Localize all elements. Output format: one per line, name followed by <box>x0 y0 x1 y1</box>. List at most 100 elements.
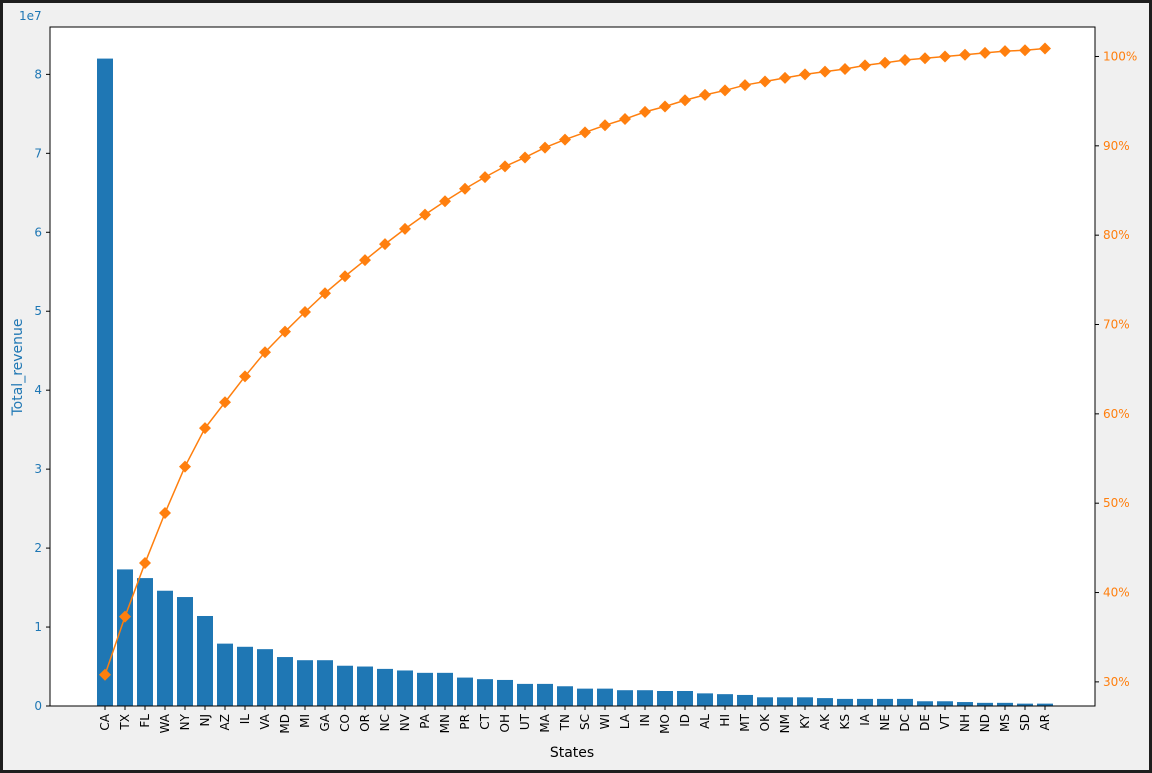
bar-oh <box>497 679 513 706</box>
x-tick-label-wi: WI <box>598 714 612 729</box>
x-tick-label-mi: MI <box>298 714 312 728</box>
bar-nv <box>397 670 413 706</box>
x-tick-label-tx: TX <box>118 714 132 731</box>
bar-tn <box>557 686 573 706</box>
x-tick-label-sd: SD <box>1018 714 1032 731</box>
line-marker-va <box>259 346 271 359</box>
line-marker-fl <box>139 557 151 570</box>
x-tick-label-nc: NC <box>378 714 392 731</box>
line-marker-co <box>339 270 351 283</box>
line-marker-md <box>279 325 291 338</box>
line-marker-mo <box>659 100 671 113</box>
x-tick-label-ny: NY <box>178 713 192 730</box>
bar-al <box>697 693 713 706</box>
y-tick-label: 1 <box>34 620 42 634</box>
line-marker-ar <box>1039 42 1051 55</box>
bar-ut <box>517 683 533 706</box>
bar-nh <box>957 702 973 706</box>
x-tick-label-ct: CT <box>478 713 492 729</box>
y2-tick-label: 80% <box>1103 228 1130 242</box>
y2-tick-label: 100% <box>1103 49 1137 63</box>
bar-ms <box>997 702 1013 706</box>
y2-tick-label: 30% <box>1103 675 1130 689</box>
bar-pa <box>417 672 433 706</box>
x-tick-label-ne: NE <box>878 714 892 731</box>
bar-sc <box>577 688 593 706</box>
bar-ne <box>877 698 893 706</box>
x-tick-label-il: IL <box>238 714 252 725</box>
x-tick-label-dc: DC <box>898 714 912 732</box>
x-tick-label-mt: MT <box>738 713 752 731</box>
figure-frame: 0 1 2 3 4 5 6 7 8 30% 40% 50% 60% 70% 80% 90% 100% CA TX… <box>3 3 1149 770</box>
bar-sd <box>1017 703 1033 706</box>
line-marker-wi <box>599 119 611 132</box>
bar-dc <box>897 698 913 706</box>
line-marker-mi <box>299 306 311 319</box>
y-tick-label: 0 <box>34 699 42 713</box>
x-tick-label-ky: KY <box>798 713 812 728</box>
y2-tick-label: 50% <box>1103 496 1130 510</box>
line-marker-hi <box>719 84 731 97</box>
bar-series <box>97 58 1053 706</box>
bar-vt <box>937 701 953 706</box>
bar-or <box>357 666 373 706</box>
line-marker-de <box>919 52 931 65</box>
line-marker-id <box>679 94 691 107</box>
bar-wi <box>597 688 613 706</box>
cumulative-line-series <box>99 42 1051 681</box>
line-marker-mn <box>439 195 451 208</box>
bar-la <box>617 690 633 706</box>
bar-co <box>337 665 353 706</box>
x-tick-label-ga: GA <box>318 713 332 731</box>
y-axis-label: Total_revenue <box>10 318 26 416</box>
x-tick-label-ia: IA <box>858 713 872 726</box>
bar-ny <box>177 597 193 706</box>
line-marker-az <box>219 396 231 409</box>
line-marker-nj <box>199 422 211 435</box>
x-tick-label-ut: UT <box>518 713 532 730</box>
right-y-axis-ticks: 30% 40% 50% 60% 70% 80% 90% 100% <box>1095 49 1137 689</box>
y-tick-label: 6 <box>34 225 42 239</box>
line-marker-tn <box>559 133 571 146</box>
bar-il <box>237 646 253 706</box>
line-marker-wa <box>159 507 171 520</box>
pareto-chart: 0 1 2 3 4 5 6 7 8 30% 40% 50% 60% 70% 80% 90% 100% CA TX… <box>10 9 1137 761</box>
line-marker-nm <box>779 71 791 84</box>
y-tick-label: 5 <box>34 304 42 318</box>
line-marker-ca <box>99 668 111 681</box>
x-tick-label-or: OR <box>358 714 372 732</box>
bar-mn <box>437 672 453 706</box>
bar-mt <box>737 694 753 706</box>
line-marker-ak <box>819 65 831 78</box>
bar-pr <box>457 677 473 706</box>
x-tick-label-va: VA <box>258 713 272 729</box>
line-marker-ga <box>319 287 331 300</box>
bar-nc <box>377 668 393 706</box>
bar-fl <box>137 578 153 706</box>
x-tick-label-ks: KS <box>838 714 852 730</box>
y-offset-label: 1e7 <box>19 9 42 23</box>
line-marker-ok <box>759 75 771 88</box>
x-tick-label-vt: VT <box>938 713 952 729</box>
y2-tick-label: 60% <box>1103 407 1130 421</box>
line-marker-ut <box>519 151 531 164</box>
bar-md <box>277 657 293 706</box>
x-tick-label-pa: PA <box>418 713 432 728</box>
y2-tick-label: 90% <box>1103 139 1130 153</box>
bar-mi <box>297 660 313 706</box>
line-marker-oh <box>499 160 511 173</box>
y-tick-label: 2 <box>34 541 42 555</box>
plot-area <box>50 27 1095 706</box>
line-marker-nv <box>399 222 411 235</box>
x-tick-label-mo: MO <box>658 714 672 734</box>
line-marker-vt <box>939 50 951 63</box>
line-marker-mt <box>739 79 751 92</box>
x-axis-ticks: CA TX FL WA NY NJ AZ IL VA MD MI GA CO OR NC NV PA MN PR CT… <box>98 706 1052 734</box>
bar-nd <box>977 702 993 706</box>
bar-hi <box>717 694 733 706</box>
x-tick-label-in: IN <box>638 714 652 727</box>
bar-id <box>677 690 693 706</box>
x-tick-label-nj: NJ <box>198 714 212 727</box>
x-tick-label-nv: NV <box>398 713 412 731</box>
line-marker-ny <box>179 460 191 473</box>
